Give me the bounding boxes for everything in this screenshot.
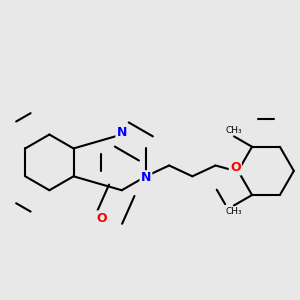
Text: CH₃: CH₃: [226, 126, 242, 135]
Text: N: N: [141, 171, 151, 184]
Text: O: O: [230, 161, 241, 174]
Text: O: O: [96, 212, 107, 225]
Text: CH₃: CH₃: [226, 207, 242, 216]
Text: N: N: [117, 127, 127, 140]
